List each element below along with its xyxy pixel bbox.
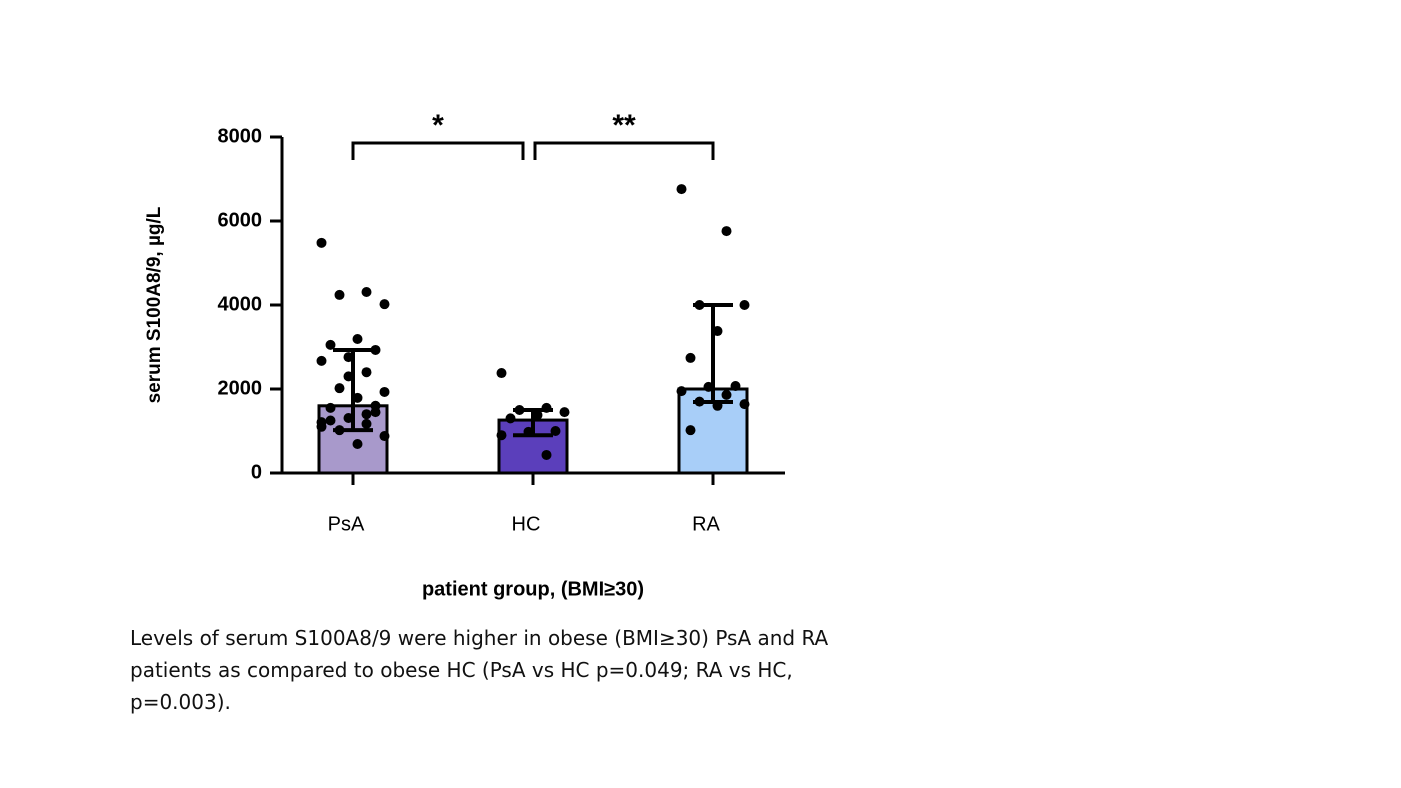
y-tick-label: 6000 (218, 209, 263, 231)
data-point (361, 367, 372, 378)
data-point (361, 409, 372, 420)
data-point (325, 402, 336, 413)
data-point (325, 415, 336, 426)
data-point (721, 226, 732, 237)
data-point (316, 355, 327, 366)
data-point (361, 286, 372, 297)
data-point (496, 368, 507, 379)
y-tick-label: 0 (251, 461, 262, 483)
chart: serum S100A8/9, µg/L patient group, (BMI… (144, 109, 785, 600)
data-point (496, 430, 507, 441)
data-point (352, 439, 363, 450)
data-point (739, 399, 750, 410)
caption: Levels of serum S100A8/9 were higher in … (130, 626, 829, 714)
data-point (676, 386, 687, 397)
x-tick-label: PsA (328, 513, 365, 535)
significance-label: ** (612, 109, 636, 142)
data-point (316, 421, 327, 432)
significance-bracket (533, 141, 715, 160)
data-point (316, 237, 327, 248)
data-point (325, 339, 336, 350)
data-point (541, 449, 552, 460)
data-point (505, 413, 516, 424)
data-point (379, 386, 390, 397)
data-point (559, 407, 570, 418)
data-point (370, 400, 381, 411)
significance-label: * (432, 109, 444, 142)
data-point (676, 184, 687, 195)
data-point (685, 425, 696, 436)
data-point (361, 418, 372, 429)
significance-bracket (351, 141, 525, 160)
data-point (739, 300, 750, 310)
data-point (721, 389, 732, 400)
data-point (352, 334, 363, 345)
y-tick-label: 8000 (218, 125, 263, 147)
x-tick-label: HC (512, 513, 541, 535)
data-point (730, 381, 741, 392)
data-point (370, 344, 381, 355)
y-tick-label: 2000 (218, 377, 263, 399)
data-point (685, 352, 696, 363)
data-point (334, 289, 345, 300)
y-axis-title: serum S100A8/9, µg/L (144, 206, 165, 403)
y-tick-label: 4000 (218, 293, 263, 315)
data-point (334, 383, 345, 394)
data-point (379, 431, 390, 442)
data-point (379, 299, 390, 310)
x-tick-label: RA (692, 513, 720, 535)
x-axis-title: patient group, (BMI≥30) (422, 578, 644, 600)
